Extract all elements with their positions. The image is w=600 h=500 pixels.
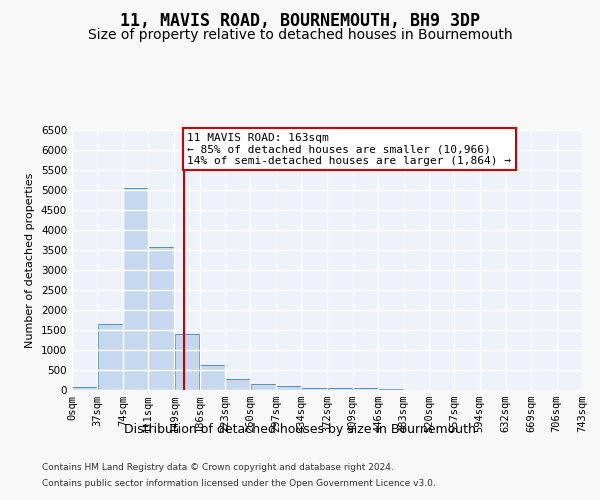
Bar [251, 384, 275, 390]
Bar [175, 334, 199, 390]
Text: Distribution of detached houses by size in Bournemouth: Distribution of detached houses by size … [124, 422, 476, 436]
Bar [200, 365, 225, 390]
Text: Contains HM Land Registry data © Crown copyright and database right 2024.: Contains HM Land Registry data © Crown c… [42, 464, 394, 472]
Text: Size of property relative to detached houses in Bournemouth: Size of property relative to detached ho… [88, 28, 512, 42]
Bar [353, 388, 378, 390]
Bar [226, 379, 250, 390]
Bar [98, 324, 122, 390]
Bar [328, 388, 352, 390]
Bar [148, 247, 174, 390]
Bar [123, 188, 148, 390]
Text: 11 MAVIS ROAD: 163sqm
← 85% of detached houses are smaller (10,966)
14% of semi-: 11 MAVIS ROAD: 163sqm ← 85% of detached … [187, 132, 511, 166]
Bar [276, 386, 301, 390]
Text: Contains public sector information licensed under the Open Government Licence v3: Contains public sector information licen… [42, 478, 436, 488]
Bar [379, 389, 403, 390]
Bar [72, 387, 97, 390]
Text: 11, MAVIS ROAD, BOURNEMOUTH, BH9 3DP: 11, MAVIS ROAD, BOURNEMOUTH, BH9 3DP [120, 12, 480, 30]
Bar [302, 388, 327, 390]
Y-axis label: Number of detached properties: Number of detached properties [25, 172, 35, 348]
